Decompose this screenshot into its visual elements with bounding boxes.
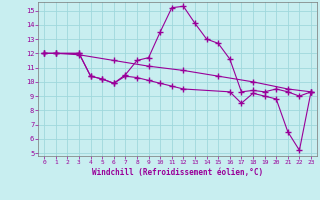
X-axis label: Windchill (Refroidissement éolien,°C): Windchill (Refroidissement éolien,°C) [92,168,263,177]
